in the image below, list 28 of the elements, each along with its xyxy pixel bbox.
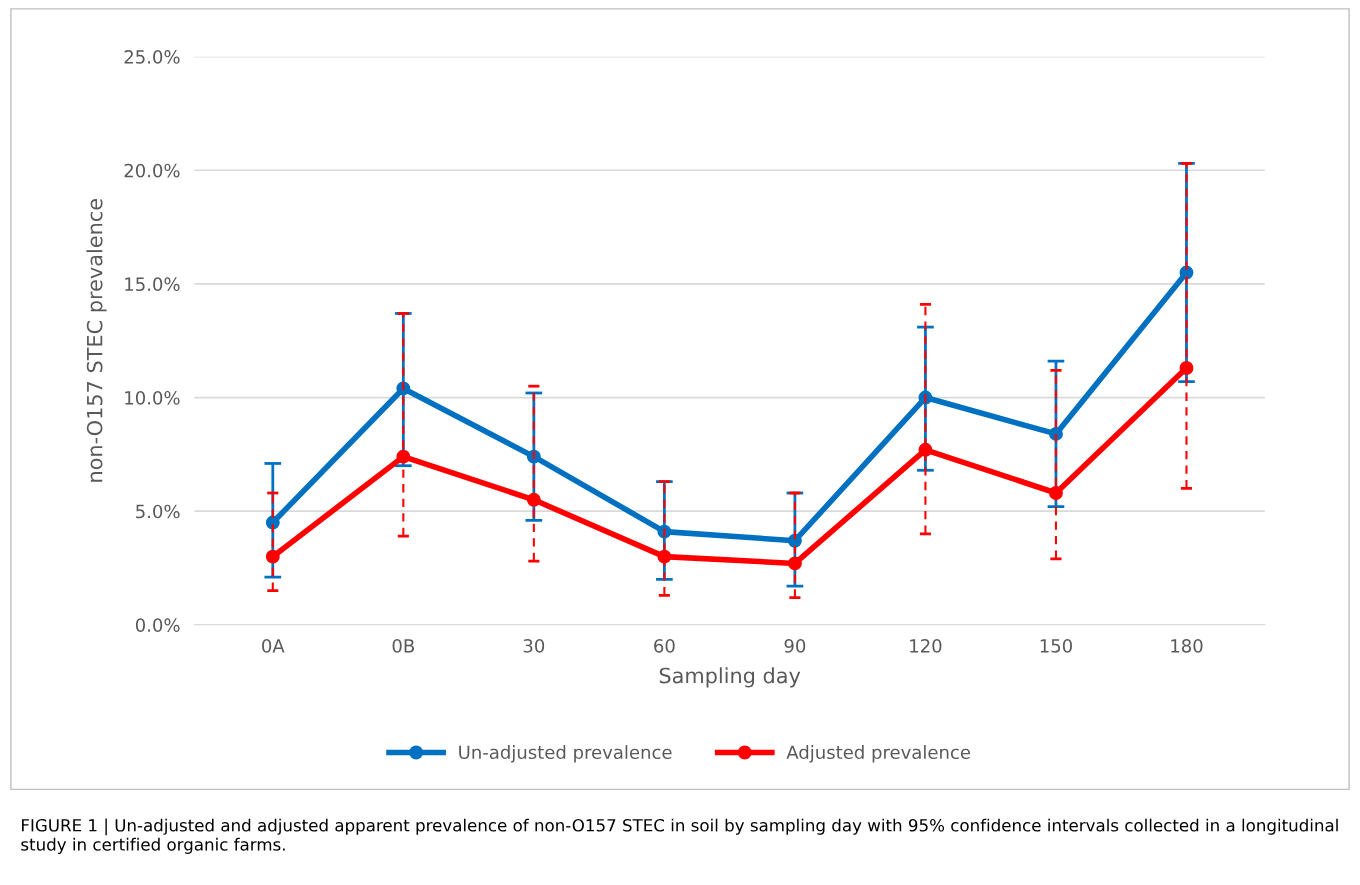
x-tick-label: 30 [523,639,545,653]
x-tick-label: 150 [1040,639,1072,653]
point [787,556,802,571]
point [657,549,672,564]
x-tick-label: 0A [262,639,285,653]
x-axis-title: Sampling day [659,667,801,688]
y-tick-label: 20.0% [124,163,180,178]
caption: FIGURE 1 | Un-adjusted and adjusted apparent prevalence of non-O157 STEC in soil by sampling day with 95% confidence intervals collected in a longitudinal study in certified organic farms. [21,818,1338,854]
y-tick-label: 15.0% [125,277,180,292]
point [396,449,411,464]
y-tick-label: 5.0% [136,504,180,519]
point [1049,426,1063,441]
legend-label: Un-adjusted prevalence [459,745,672,763]
point [265,549,280,564]
y-tick-label: 25.0% [124,50,180,64]
x-tick-label: 90 [784,639,806,653]
point [1049,486,1063,500]
x-tick-label: 180 [1171,639,1203,653]
point [1179,361,1194,375]
point [918,442,933,457]
y-tick-label: 10.0% [125,391,180,405]
x-tick-label: 60 [654,639,675,653]
point [526,492,541,507]
y-tick-label: 0.0% [135,618,180,632]
x-tick-label: 0B [392,639,414,653]
legend-label: Adjusted prevalence [786,745,971,763]
x-tick-label: 120 [910,639,942,653]
y-axis-title: non-O157 STEC prevalence [86,199,107,482]
